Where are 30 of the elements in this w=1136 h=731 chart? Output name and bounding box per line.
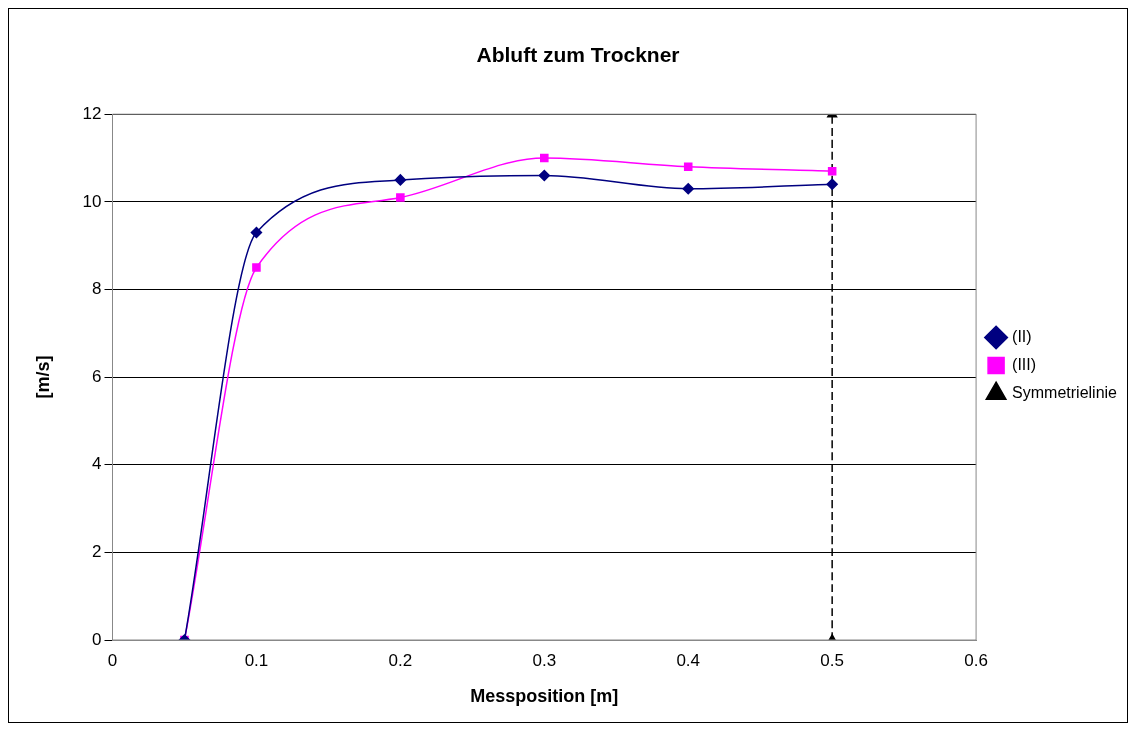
x-tick-label: 0.1 (244, 650, 269, 670)
y-axis-title: [m/s] (32, 355, 53, 399)
y-tick-label: 0 (92, 629, 102, 649)
point (827, 166, 837, 176)
x-tick-label: 0.4 (676, 650, 701, 670)
legend-label: (III) (1012, 355, 1037, 373)
y-tick-label: 6 (92, 366, 102, 386)
chart-title: Abluft zum Trockner (476, 43, 680, 67)
y-tick-label: 12 (82, 103, 102, 123)
x-tick-label: 0 (107, 650, 118, 670)
point (682, 182, 694, 195)
x-tick-label: 0.3 (532, 650, 557, 670)
y-tick-label: 2 (92, 542, 102, 562)
point (826, 178, 838, 191)
y-tick-label: 8 (92, 279, 102, 299)
legend-label: (II) (1012, 327, 1032, 345)
point (396, 193, 405, 202)
x-tick-label: 0.2 (388, 650, 413, 670)
point (394, 174, 407, 186)
x-tick-label: 0.5 (820, 650, 844, 670)
point (540, 153, 549, 163)
point (250, 226, 263, 239)
point (252, 263, 261, 272)
x-axis-title: Messposition [m] (470, 686, 619, 707)
point (683, 162, 693, 172)
y-tick-label: 10 (82, 191, 102, 211)
x-tick-label: 0.6 (964, 650, 988, 670)
legend-label: Symmetrielinie (1012, 383, 1118, 401)
y-tick-label: 4 (92, 454, 102, 474)
point (538, 169, 551, 182)
